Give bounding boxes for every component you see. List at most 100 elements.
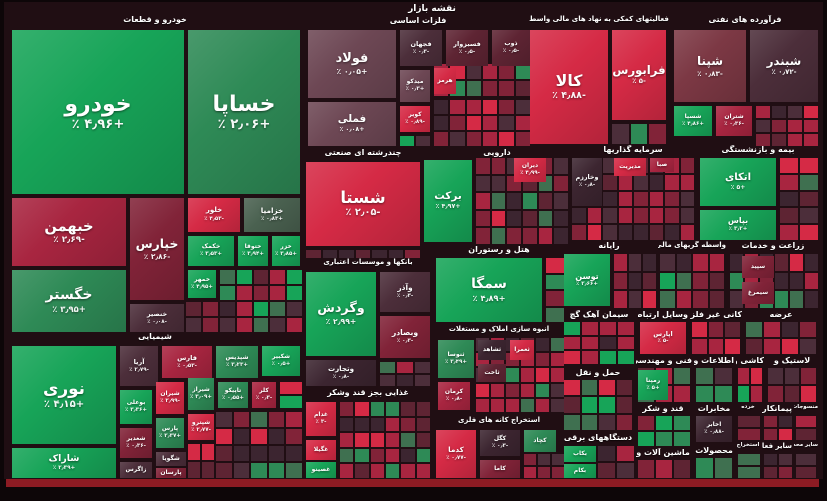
mosaic-tile[interactable] — [772, 106, 786, 118]
mosaic-tile[interactable] — [416, 433, 430, 447]
mosaic-tile[interactable] — [564, 336, 580, 350]
mosaic-tile[interactable] — [775, 272, 788, 290]
mosaic-tile[interactable] — [220, 318, 235, 332]
mosaic-tile[interactable] — [649, 225, 663, 240]
mosaic-tile[interactable] — [499, 132, 514, 146]
mosaic-tile[interactable] — [784, 368, 800, 384]
mosaic-tile[interactable] — [401, 417, 415, 432]
mosaic-tile[interactable] — [483, 116, 498, 130]
mosaic-tile[interactable] — [536, 398, 549, 412]
mosaic-tile[interactable] — [618, 351, 634, 364]
mosaic-tile[interactable] — [253, 302, 269, 316]
mosaic-tile[interactable] — [515, 116, 530, 130]
mosaic-tile[interactable] — [764, 339, 780, 354]
mosaic-tile[interactable] — [780, 174, 798, 190]
mosaic-tile[interactable] — [506, 398, 519, 412]
mosaic-tile[interactable] — [788, 106, 802, 118]
treemap-tile[interactable]: ثنوسا +۳٫۴۹ ٪ — [438, 340, 474, 378]
mosaic-tile[interactable] — [782, 339, 798, 354]
mosaic-tile[interactable] — [784, 386, 800, 402]
mosaic-tile[interactable] — [251, 463, 267, 478]
mosaic-tile[interactable] — [202, 444, 214, 460]
mosaic-tile[interactable] — [656, 432, 672, 446]
treemap-tile[interactable]: اخابر -۰٫۸۸ ٪ — [696, 416, 732, 442]
mosaic-tile[interactable] — [355, 402, 369, 416]
mosaic-tile[interactable] — [483, 64, 498, 79]
mosaic-tile[interactable] — [551, 353, 564, 367]
mosaic-tile[interactable] — [450, 132, 465, 146]
mosaic-tile[interactable] — [618, 208, 632, 224]
treemap-tile[interactable]: بکام — [564, 464, 596, 478]
mosaic-tile[interactable] — [491, 193, 506, 209]
mosaic-tile[interactable] — [764, 429, 777, 440]
treemap-tile[interactable]: شستا -۲٫۰۵ ٪ — [306, 162, 420, 246]
mosaic-tile[interactable] — [788, 120, 802, 132]
mosaic-tile[interactable] — [188, 462, 200, 478]
mosaic-tile[interactable] — [582, 322, 598, 335]
mosaic-tile[interactable] — [665, 225, 679, 240]
mosaic-tile[interactable] — [401, 448, 415, 463]
treemap-tile[interactable]: شاراک +۲٫۳۹ ٪ — [12, 448, 116, 478]
mosaic-tile[interactable] — [552, 467, 564, 478]
mosaic-tile[interactable] — [638, 460, 654, 478]
treemap-tile[interactable]: وخارزم -۰٫۸ ٪ — [572, 158, 602, 206]
mosaic-tile[interactable] — [499, 100, 514, 114]
mosaic-tile[interactable] — [466, 116, 481, 130]
mosaic-tile[interactable] — [216, 412, 232, 427]
mosaic-tile[interactable] — [414, 362, 430, 373]
mosaic-tile[interactable] — [220, 302, 235, 316]
mosaic-tile[interactable] — [564, 414, 580, 430]
treemap-tile[interactable]: خگستر +۳٫۹۵ ٪ — [12, 270, 126, 332]
mosaic-tile[interactable] — [551, 338, 564, 352]
mosaic-tile[interactable] — [764, 322, 780, 337]
mosaic-tile[interactable] — [400, 136, 414, 146]
mosaic-tile[interactable] — [216, 446, 232, 461]
mosaic-tile[interactable] — [483, 81, 498, 96]
mosaic-tile[interactable] — [507, 228, 521, 244]
mosaic-tile[interactable] — [649, 191, 663, 207]
treemap-tile[interactable]: شپترو -۲٫۷۷ ٪ — [188, 414, 214, 440]
mosaic-tile[interactable] — [233, 412, 250, 427]
mosaic-tile[interactable] — [386, 464, 400, 478]
mosaic-tile[interactable] — [370, 402, 384, 416]
mosaic-tile[interactable] — [355, 433, 369, 447]
mosaic-tile[interactable] — [499, 116, 514, 130]
mosaic-tile[interactable] — [355, 464, 369, 478]
treemap-tile[interactable]: ثشاهد — [478, 340, 506, 360]
mosaic-tile[interactable] — [730, 291, 743, 308]
mosaic-tile[interactable] — [268, 463, 285, 478]
mosaic-tile[interactable] — [800, 174, 818, 190]
mosaic-tile[interactable] — [746, 322, 762, 337]
mosaic-tile[interactable] — [628, 254, 642, 271]
mosaic-tile[interactable] — [796, 454, 816, 465]
mosaic-tile[interactable] — [656, 416, 672, 430]
mosaic-tile[interactable] — [800, 225, 818, 240]
mosaic-tile[interactable] — [780, 158, 798, 173]
mosaic-tile[interactable] — [775, 254, 788, 271]
mosaic-tile[interactable] — [628, 291, 642, 308]
mosaic-tile[interactable] — [709, 272, 724, 290]
mosaic-tile[interactable] — [506, 383, 519, 397]
mosaic-tile[interactable] — [386, 417, 400, 432]
treemap-tile[interactable]: فولاد +۰٫۰۵ ٪ — [308, 30, 396, 98]
mosaic-tile[interactable] — [599, 380, 615, 396]
mosaic-tile[interactable] — [800, 158, 818, 173]
mosaic-tile[interactable] — [216, 429, 232, 444]
mosaic-tile[interactable] — [186, 318, 201, 332]
mosaic-tile[interactable] — [715, 386, 732, 402]
mosaic-tile[interactable] — [466, 100, 481, 114]
mosaic-tile[interactable] — [287, 318, 302, 332]
mosaic-tile[interactable] — [450, 116, 465, 130]
mosaic-tile[interactable] — [680, 191, 694, 207]
mosaic-tile[interactable] — [617, 446, 634, 461]
mosaic-tile[interactable] — [476, 210, 490, 227]
mosaic-tile[interactable] — [538, 454, 550, 465]
mosaic-tile[interactable] — [397, 362, 413, 373]
treemap-tile[interactable]: غصینو — [306, 462, 336, 478]
mosaic-tile[interactable] — [709, 291, 724, 308]
mosaic-tile[interactable] — [634, 208, 648, 224]
mosaic-tile[interactable] — [708, 322, 724, 337]
mosaic-tile[interactable] — [587, 208, 601, 224]
mosaic-tile[interactable] — [416, 417, 430, 432]
mosaic-tile[interactable] — [768, 386, 783, 402]
